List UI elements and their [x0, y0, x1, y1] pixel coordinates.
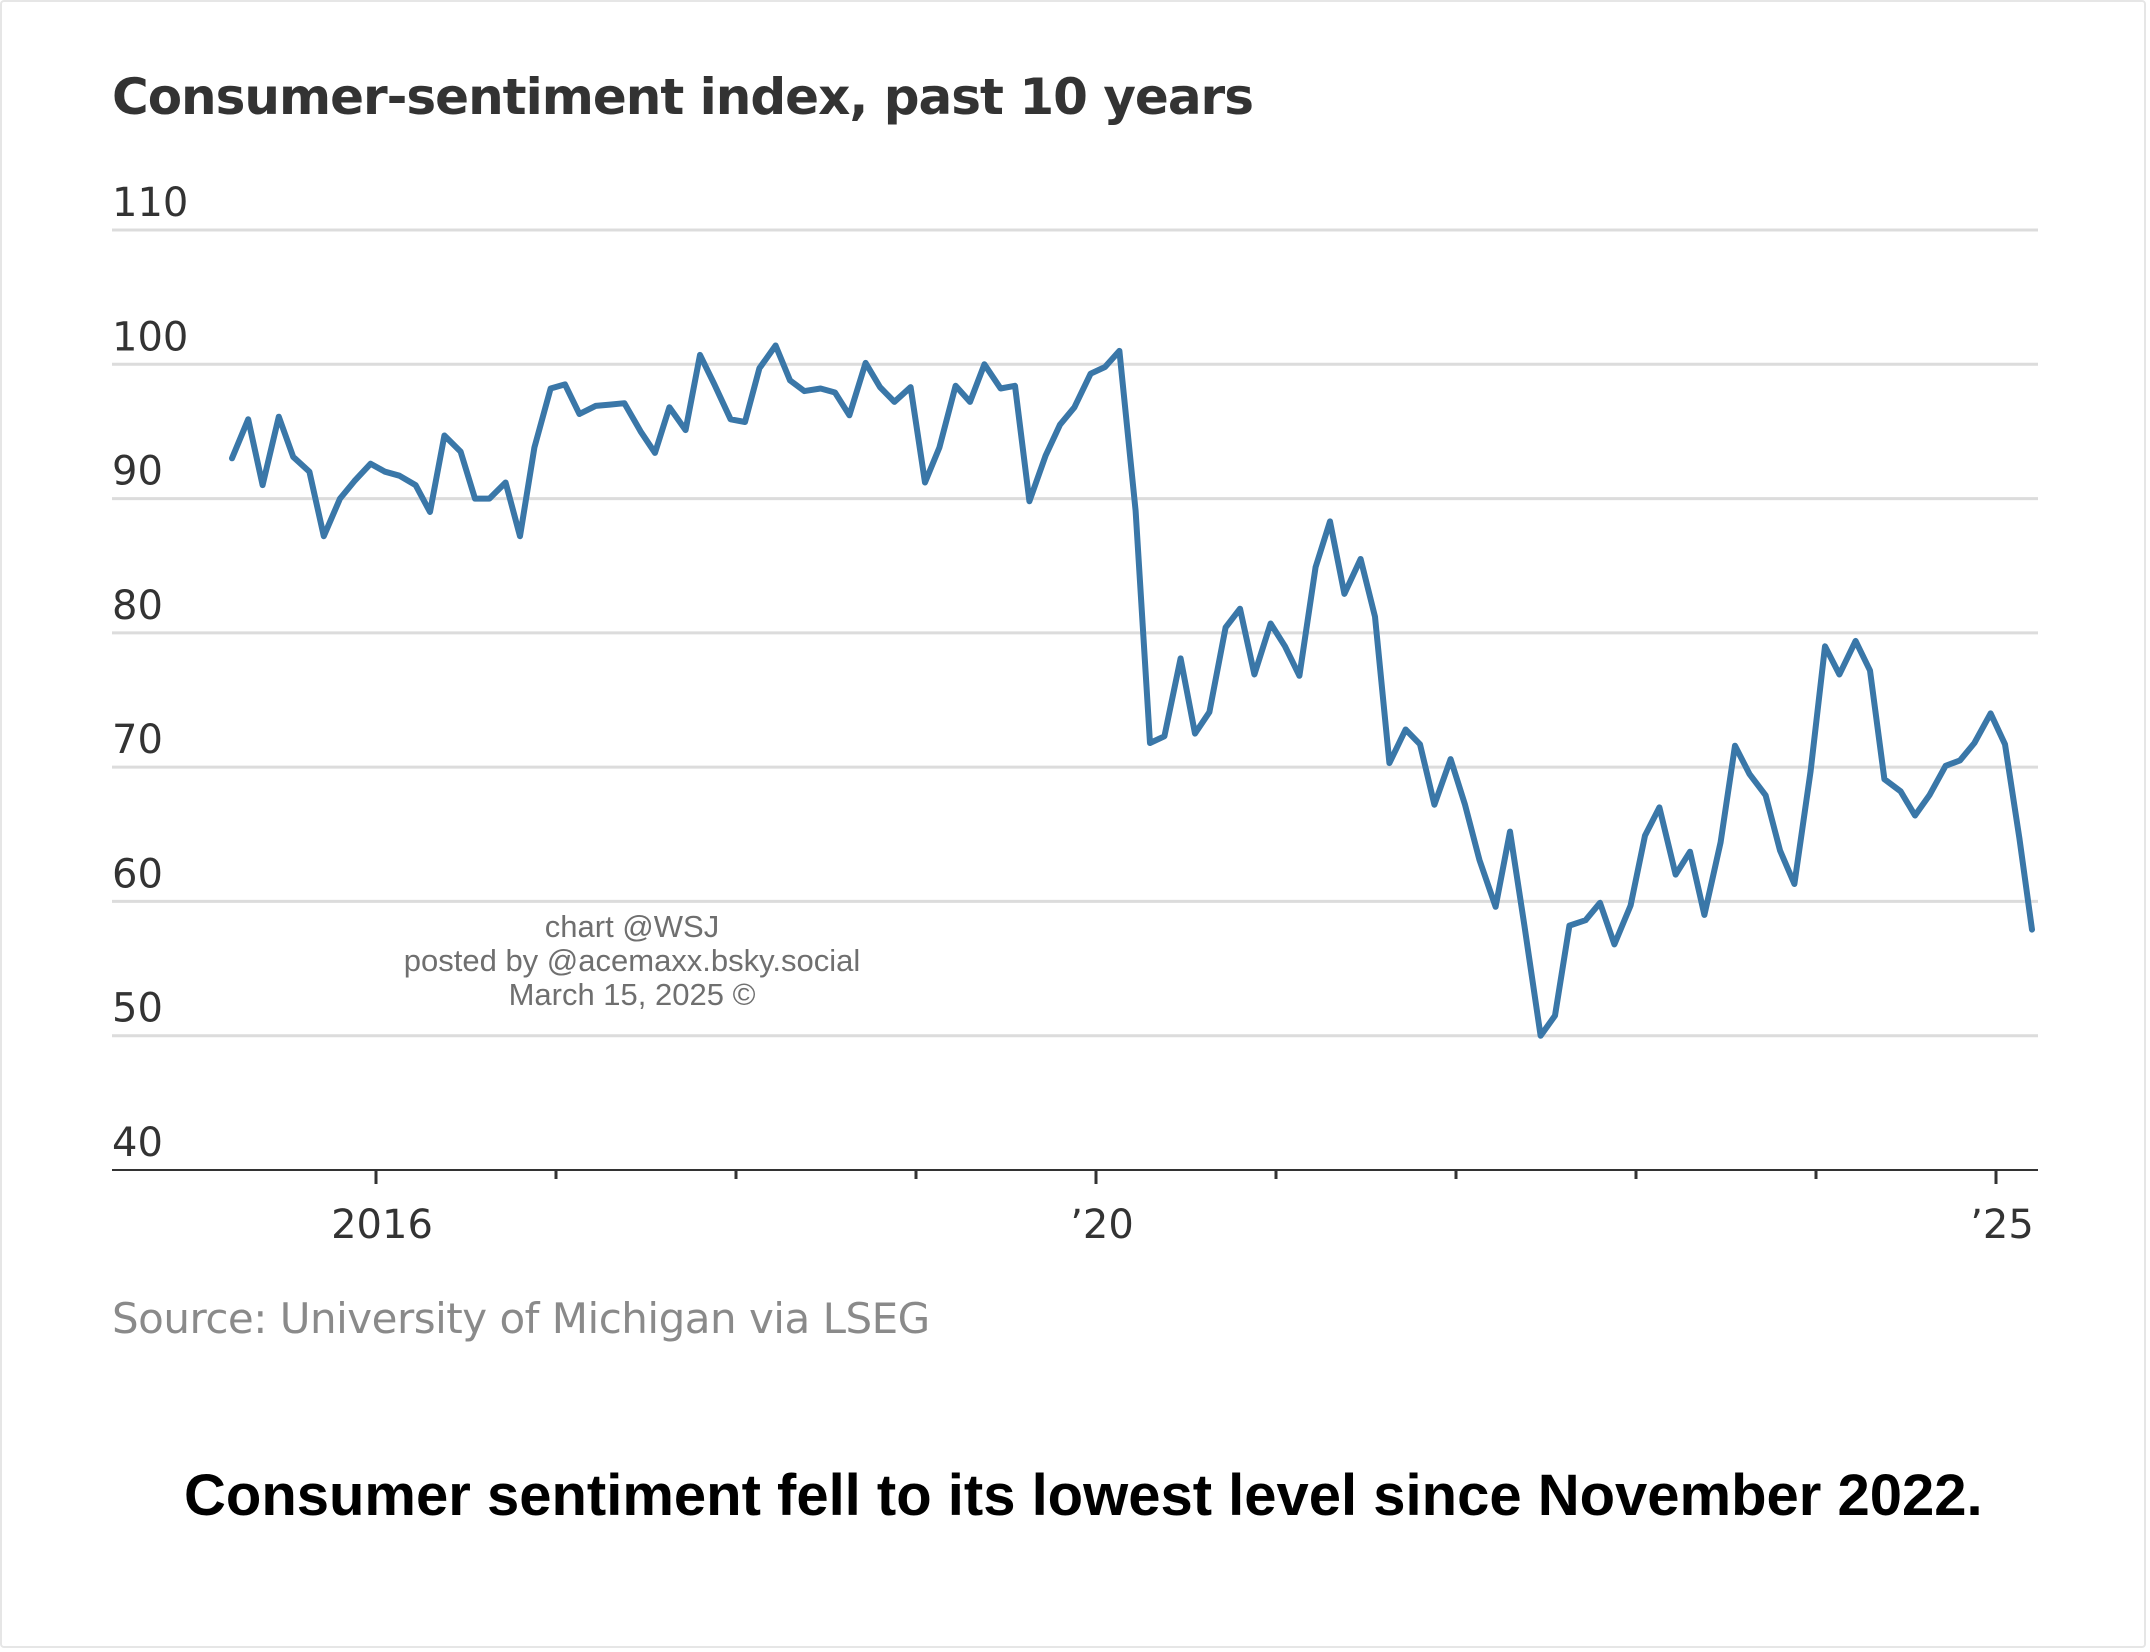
x-tick-label: ’20	[1070, 1202, 1134, 1248]
y-tick-label-70: 70	[112, 717, 163, 763]
watermark-line-1: chart @WSJ	[544, 909, 720, 944]
y-tick-label-80: 80	[112, 583, 163, 629]
series	[229, 342, 2035, 1039]
series-line	[229, 342, 2035, 1039]
watermark: chart @WSJ posted by @acemaxx.bsky.socia…	[388, 910, 876, 1012]
headline: Consumer sentiment fell to its lowest le…	[184, 1463, 1983, 1528]
y-axis-labels: 40 50 60 70 80 90 100 110	[112, 180, 188, 1166]
y-tick-label-110: 110	[112, 180, 188, 226]
y-tick-label-100: 100	[112, 314, 188, 360]
watermark-line-3: March 15, 2025 ©	[508, 977, 756, 1012]
y-tick-label-40: 40	[112, 1120, 163, 1166]
x-axis-labels: 2016 ’20 ’25	[331, 1170, 2034, 1248]
source-note: Source: University of Michigan via LSEG	[112, 1294, 930, 1343]
y-tick-label-50: 50	[112, 986, 163, 1032]
x-tick-label: 2016	[331, 1202, 433, 1248]
y-tick-label-90: 90	[112, 449, 163, 495]
chart-title: Consumer-sentiment index, past 10 years	[112, 68, 1254, 126]
y-tick-label-60: 60	[112, 851, 163, 897]
watermark-line-2: posted by @acemaxx.bsky.social	[403, 943, 861, 978]
x-tick-label: ’25	[1970, 1202, 2034, 1248]
x-axis	[112, 1169, 2038, 1179]
